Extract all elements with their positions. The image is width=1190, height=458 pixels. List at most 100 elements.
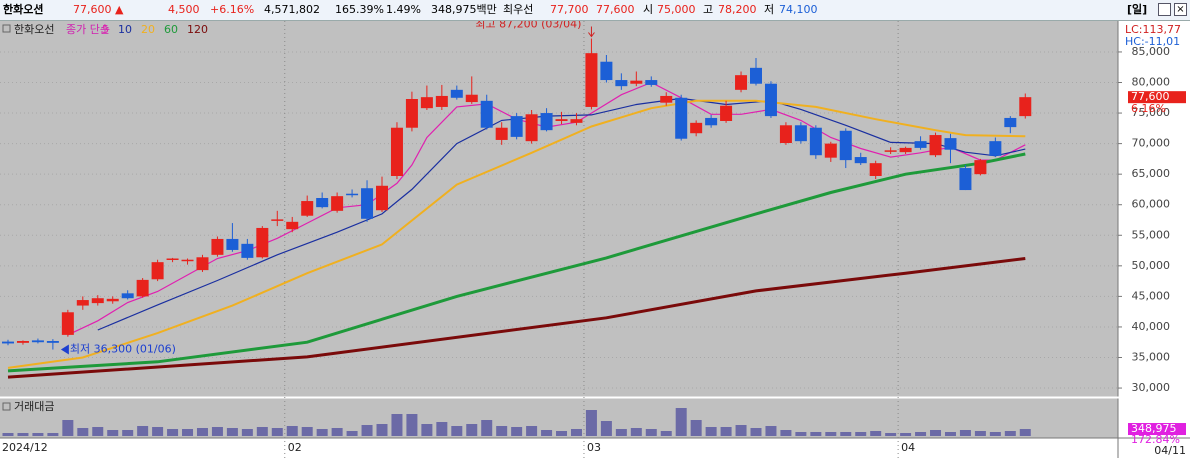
candle-body [1004,117,1017,128]
volume-label: 거래대금 [14,400,54,413]
candle-body [301,201,314,216]
volume-bar [1019,429,1031,436]
candle-body [675,97,688,139]
candle-body [750,67,762,84]
candle-body [839,130,852,161]
y-tick-label: 70,000 [1132,137,1171,150]
candle-body [420,97,433,109]
volume-bar [32,433,44,436]
candle-body [989,141,1002,156]
volume-bar [496,426,508,436]
volume-bar [675,408,687,436]
volume-bar [182,429,194,436]
volume-bar [406,414,418,436]
moving-average [7,99,1026,369]
volume-bar [62,420,74,436]
lc-label: LC:113,77 [1125,23,1181,36]
volume-bar [974,431,986,436]
close-button[interactable]: × [1174,3,1187,16]
restore-button[interactable] [1158,3,1171,16]
stock-name[interactable]: 한화오션 [3,3,44,16]
candle-body [480,100,493,128]
volume-bar [436,422,448,436]
volume-bar [421,424,433,436]
volume-bar [855,432,867,436]
volume-bar [720,427,732,436]
candle-body [1019,97,1032,117]
change-box-label: 6.16% [1131,102,1166,115]
volume-bar [271,428,283,436]
candle-body [121,293,134,299]
y-tick-label: 80,000 [1132,76,1171,89]
candle-body [600,61,613,81]
period[interactable]: [일] [1127,3,1148,16]
candle-body [346,193,359,196]
candle-body [824,143,837,158]
volume-bar [17,433,29,436]
volume-bar [750,428,762,436]
candle-body [630,80,643,84]
candle-body [959,168,972,191]
price-box-label: 77,600 [1131,90,1170,103]
x-tick-label: 2024/12 [2,441,48,454]
volume-bar [1004,431,1016,436]
y-tick-label: 45,000 [1132,289,1171,302]
y-tick-label: 55,000 [1132,228,1171,241]
y-tick-label: 30,000 [1132,381,1171,394]
moving-average [7,152,1026,373]
volume-bar [630,428,642,436]
legend-entry: 120 [187,23,208,36]
price: 77,600 [73,3,112,16]
volume-bar [959,430,971,436]
volume-bar [211,427,223,436]
volume-box-ratio: 172.84% [1131,433,1180,446]
y-tick-label: 40,000 [1132,320,1171,333]
volume-bar [944,432,956,436]
moving-average [7,257,1026,379]
candle-body [540,113,553,131]
volume-box [1128,423,1186,436]
candle-body [151,262,164,280]
candle-body [76,300,89,306]
candle-body [705,117,718,126]
amount: 348,975백만 [431,3,497,16]
open-label: 시 [643,3,654,16]
candle-body [166,258,179,260]
candle-body [525,114,538,142]
volume-bar [451,426,463,436]
x-tick-label: 03 [587,441,601,454]
candle-body [316,198,329,208]
high: 78,200 [718,3,757,16]
candle-body [809,127,822,156]
candle-body [914,141,927,148]
candle-body [46,341,59,343]
moving-average [97,97,1026,331]
y-tick-label: 75,000 [1132,106,1171,119]
candle-body [555,119,568,121]
volume-bar [241,429,253,436]
volume-bar [780,430,792,436]
candle-body [271,219,284,221]
chart: 한화오선 종가 단순 거래대금 LC:113,77 HC:-11,01 04/1… [0,21,1190,458]
best-bid: 77,600 [596,3,635,16]
candle-body [869,163,882,176]
volume-bar [765,426,777,436]
volume-bar [137,426,149,436]
change-pct: +6.16% [210,3,255,16]
candle-body [376,185,388,211]
volume-bar [107,430,119,436]
candle-body [286,221,299,230]
panel-icon[interactable] [2,24,11,33]
legend-entry: 60 [164,23,178,36]
candle-body [974,160,987,175]
candle-body [854,157,867,164]
candle-body [720,105,733,121]
candle-body [361,188,374,219]
volume-bar [122,430,134,436]
volume-bar [615,429,627,436]
panel-icon[interactable] [2,402,11,411]
candle-body [510,116,523,137]
legend-entry: 20 [141,23,155,36]
volume-bar [316,429,328,436]
volume-bar [825,432,837,436]
